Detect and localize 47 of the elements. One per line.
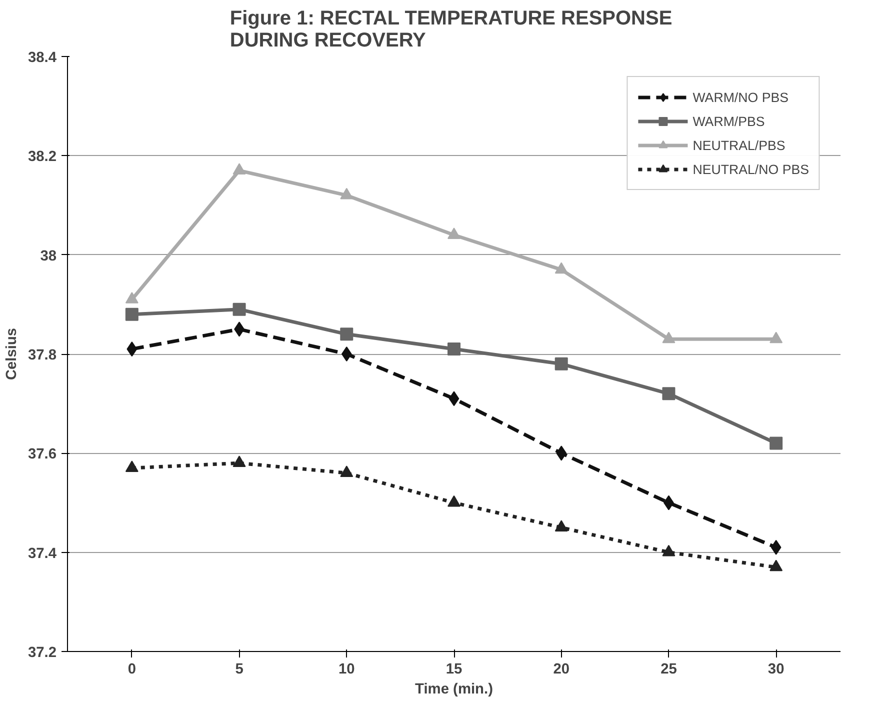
- y-axis-title: Celsius: [4, 328, 20, 380]
- y-tick-label: 38: [40, 248, 57, 264]
- point: [554, 262, 568, 274]
- point: [232, 163, 246, 175]
- point: [341, 346, 352, 362]
- legend-label: WARM/NO PBS: [692, 90, 788, 104]
- x-tick-label: 20: [553, 662, 570, 678]
- point: [662, 387, 676, 400]
- point: [232, 456, 246, 468]
- point: [340, 188, 354, 200]
- x-tick-label: 15: [446, 662, 462, 678]
- legend-label: NEUTRAL/PBS: [692, 138, 786, 152]
- point: [232, 302, 246, 316]
- point: [554, 520, 568, 532]
- point: [554, 357, 568, 370]
- point: [556, 446, 567, 461]
- point: [770, 332, 783, 344]
- y-tick-label: 38.2: [28, 149, 57, 166]
- point: [662, 332, 676, 344]
- x-tick-label: 25: [660, 662, 677, 678]
- point: [340, 466, 354, 477]
- point: [340, 328, 354, 341]
- chart-title: Figure 1: RECTAL TEMPERATURE RESPONSE DURING RECOVERY: [230, 8, 672, 52]
- x-axis-title: Time (min.): [415, 682, 494, 698]
- x-tick-label: 0: [128, 662, 136, 678]
- point: [125, 308, 138, 321]
- y-tick-label: 37.6: [28, 446, 57, 463]
- y-tick-label: 37.8: [28, 348, 57, 364]
- x-tick-label: 30: [768, 662, 784, 678]
- point: [448, 391, 460, 406]
- point: [126, 342, 138, 357]
- point: [125, 460, 138, 472]
- point: [448, 342, 460, 356]
- y-tick-label: 38.4: [28, 50, 58, 66]
- point: [125, 292, 138, 304]
- point: [448, 228, 460, 239]
- point: [662, 544, 676, 556]
- point: [448, 495, 460, 507]
- point: [770, 560, 783, 572]
- y-tick-label: 37.2: [28, 645, 57, 661]
- point: [770, 436, 783, 450]
- x-tick-label: 5: [235, 662, 244, 678]
- y-tick-label: 37.4: [28, 546, 58, 562]
- point: [770, 540, 782, 555]
- legend-label: WARM/PBS: [692, 114, 765, 128]
- legend-label: NEUTRAL/NO PBS: [692, 162, 809, 176]
- x-tick-label: 10: [338, 662, 355, 678]
